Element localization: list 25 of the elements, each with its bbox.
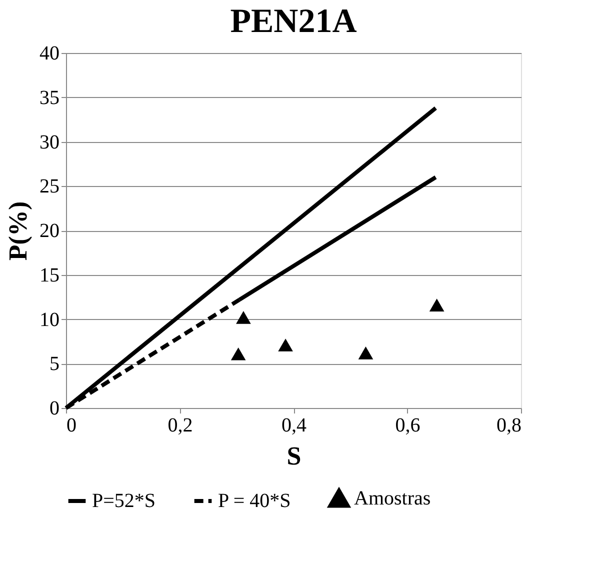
legend-label: P=52*S [92,490,156,512]
x-tick-label: 0,8 [496,414,522,436]
y-tick-label: 35 [40,86,60,109]
point [236,311,251,324]
x-tick-label: 0,4 [282,414,306,436]
y-tick-label: 30 [40,131,60,154]
y-tick-label: 10 [40,308,60,331]
y-tick-label: 40 [40,42,60,64]
y-tick-label: 20 [40,220,60,242]
legend-label: P = 40*S [218,490,291,512]
chart-title: PEN21A [230,3,358,40]
point [429,298,444,312]
y-tick-label: 5 [50,353,60,376]
point [358,346,374,360]
x-tick-label: 0,6 [395,414,420,436]
point [278,338,293,352]
y-tick-label: 0 [50,398,60,420]
y-tick-label: 25 [40,176,60,198]
y-axis-title: P(%) [4,201,32,261]
legend-label: Amostras [354,487,431,510]
y-tick-label: 15 [40,264,60,286]
x-tick-label: 0 [66,414,76,436]
point [230,347,246,360]
x-axis-title: S [286,442,302,470]
x-tick-label: 0,2 [168,414,193,436]
